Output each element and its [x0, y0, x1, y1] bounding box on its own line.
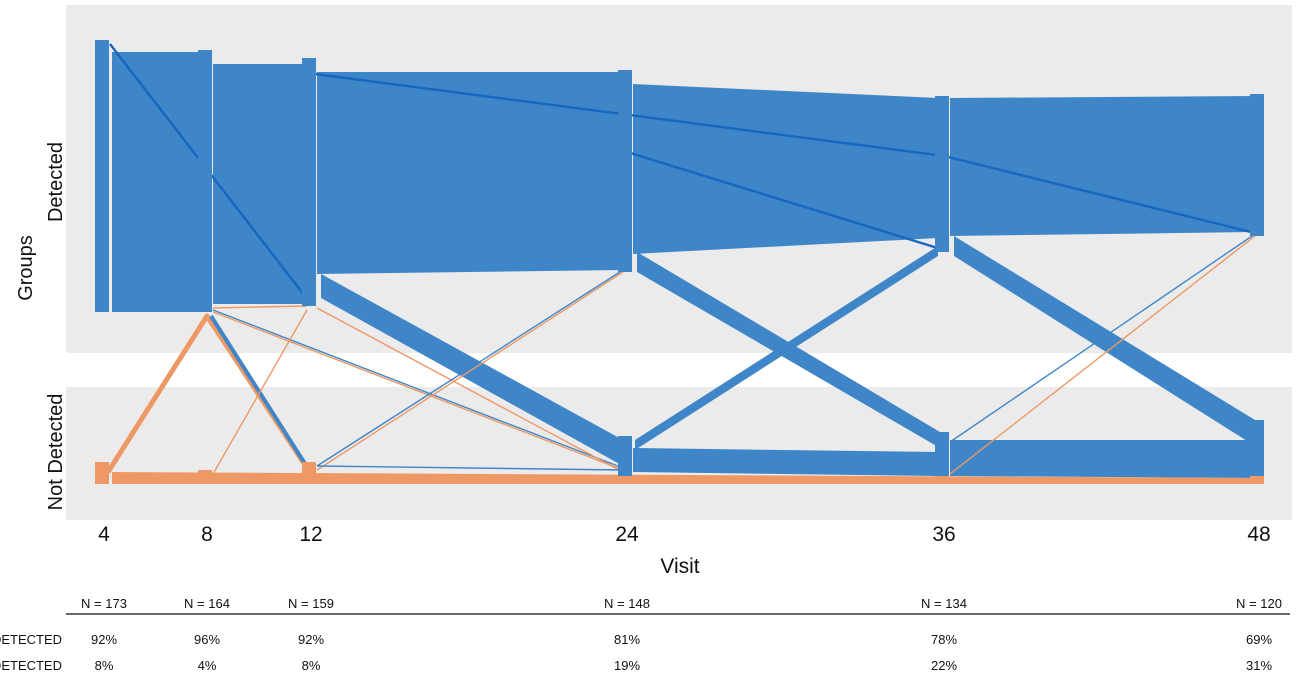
node-notdetected-orange-36	[935, 476, 949, 484]
x-tick-36: 36	[932, 523, 955, 546]
node-notdetected-12	[302, 462, 316, 484]
flow-thin-6	[316, 271, 624, 471]
trajectory-line-3	[626, 150, 945, 252]
node-detected-36	[935, 96, 949, 252]
node-layer	[95, 40, 1264, 484]
flow-notdetected-detected-24-36	[635, 246, 938, 450]
node-notdetected-24	[618, 436, 632, 484]
flow-detected-detected-2	[317, 72, 621, 274]
pct-1-8: 4%	[198, 658, 217, 673]
x-axis-ticks: 4 8 12 24 36 48	[98, 523, 1271, 546]
n-label-12: N = 159	[288, 596, 334, 611]
flow-thin-7	[949, 233, 1256, 443]
flow-notdetected-base	[112, 472, 1259, 484]
row-label-0: DETECTED	[0, 632, 62, 647]
flow-detected-detected-1	[213, 64, 305, 304]
node-detected-8	[198, 50, 212, 312]
summary-table: N = 173 N = 164 N = 159 N = 148 N = 134 N = 1…	[0, 596, 1282, 673]
node-notdetected-8	[198, 470, 212, 484]
x-tick-8: 8	[201, 523, 213, 546]
node-detected-24	[618, 70, 632, 272]
group-label-not-detected: Not Detected	[45, 394, 67, 511]
flow-detected-detected-0	[112, 52, 201, 312]
node-detected-48	[1250, 94, 1264, 236]
flow-thin-2	[212, 311, 624, 471]
node-detected-12	[302, 58, 316, 306]
pct-0-36: 78%	[931, 632, 957, 647]
pct-1-36: 22%	[931, 658, 957, 673]
node-notdetected-48	[1250, 420, 1264, 484]
flow-thin-1	[212, 309, 624, 469]
flow-notdetected-notdetected-blue-0	[633, 448, 938, 476]
n-label-24: N = 148	[604, 596, 650, 611]
flow-layer	[105, 43, 1260, 484]
flow-thin-8	[949, 235, 1256, 475]
n-label-4: N = 173	[81, 596, 127, 611]
x-tick-4: 4	[98, 523, 110, 546]
pct-0-24: 81%	[614, 632, 640, 647]
x-axis-title: Visit	[660, 555, 699, 578]
n-label-48: N = 120	[1236, 596, 1282, 611]
group-label-detected: Detected	[45, 142, 67, 222]
pct-1-48: 31%	[1246, 658, 1272, 673]
x-tick-24: 24	[615, 523, 639, 546]
flow-detected-detected-4	[950, 96, 1255, 236]
n-label-8: N = 164	[184, 596, 230, 611]
pct-0-12: 92%	[298, 632, 324, 647]
flow-thin-0	[212, 305, 308, 309]
node-notdetected-36	[935, 432, 949, 484]
flow-thin-9	[316, 465, 624, 471]
x-tick-12: 12	[299, 523, 322, 546]
node-detected-4	[95, 40, 109, 312]
n-label-36: N = 134	[921, 596, 967, 611]
pct-0-8: 96%	[194, 632, 220, 647]
flow-notdetected-notdetected-blue-1	[950, 440, 1255, 478]
flow-thin-5	[316, 269, 624, 467]
flow-thin-3	[316, 307, 624, 473]
pct-1-24: 19%	[614, 658, 640, 673]
flow-thin-4	[212, 309, 308, 475]
flow-detected-notdetected-2	[954, 236, 1255, 446]
node-notdetected-orange-48	[1250, 476, 1264, 484]
node-notdetected-4	[95, 462, 109, 484]
pct-0-4: 92%	[91, 632, 117, 647]
y-axis-title: Groups	[15, 235, 37, 301]
pct-0-48: 69%	[1246, 632, 1272, 647]
pct-1-4: 8%	[95, 658, 114, 673]
row-label-1: NOT DETECTED	[0, 658, 62, 673]
x-tick-48: 48	[1247, 523, 1270, 546]
trajectory-line-2	[943, 154, 1260, 236]
node-notdetected-orange-24	[618, 476, 632, 484]
pct-1-12: 8%	[302, 658, 321, 673]
